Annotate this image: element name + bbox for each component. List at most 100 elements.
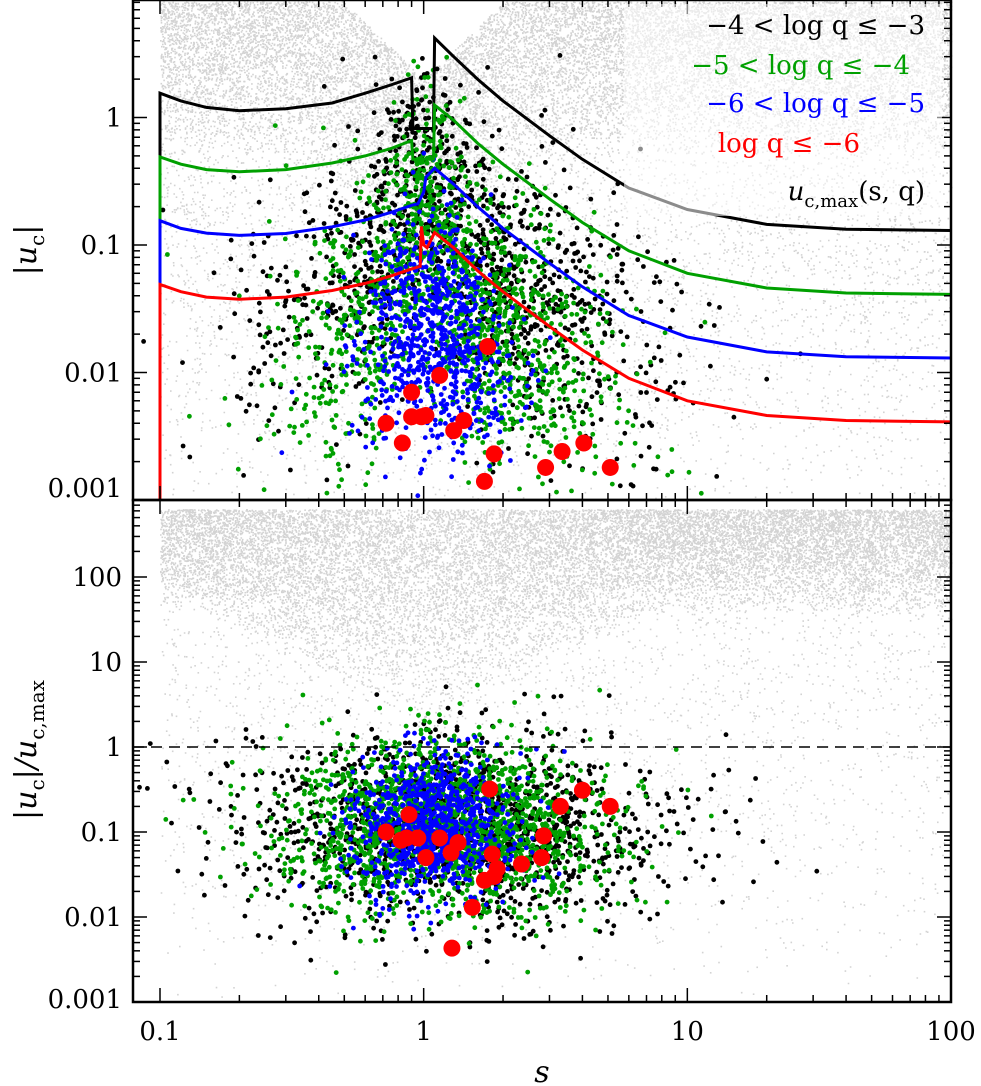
black-series-point <box>610 247 616 253</box>
green-series-point <box>288 406 294 412</box>
black-series-point <box>278 924 283 930</box>
green-series-point <box>541 424 547 429</box>
black-series-point <box>644 390 649 395</box>
green-series-point <box>327 325 332 331</box>
black-series-point <box>344 203 350 209</box>
blue-series-point <box>403 248 409 254</box>
green-series-point <box>579 420 585 425</box>
green-series-point <box>374 235 380 241</box>
blue-series-point <box>382 243 388 249</box>
green-series-point <box>465 214 471 220</box>
black-series-point <box>556 843 562 849</box>
blue-series-point <box>422 435 428 440</box>
green-series-point <box>339 477 344 483</box>
green-series-point <box>367 199 373 204</box>
black-series-point <box>371 110 377 116</box>
black-series-point <box>465 404 470 409</box>
black-series-point <box>228 256 234 262</box>
green-series-point <box>506 214 512 220</box>
green-series-point <box>324 490 330 496</box>
black-series-point <box>345 463 351 469</box>
black-series-point <box>586 768 592 773</box>
black-series-point <box>630 811 635 817</box>
black-series-point <box>489 133 495 139</box>
blue-series-point <box>377 346 382 351</box>
black-series-point <box>366 266 372 271</box>
green-series-point <box>269 412 275 418</box>
black-series-point <box>708 786 714 792</box>
green-series-point <box>506 410 512 415</box>
blue-series-point <box>465 390 470 396</box>
green-series-point <box>258 436 263 442</box>
black-series-point <box>349 891 354 897</box>
black-series-point <box>489 222 494 228</box>
green-series-point <box>347 217 353 222</box>
blue-series-point <box>450 389 456 394</box>
black-series-point <box>565 763 571 769</box>
black-series-point <box>698 323 704 329</box>
green-series-point <box>423 94 429 100</box>
green-series-point <box>462 201 467 207</box>
green-series-point <box>282 236 288 242</box>
black-series-point <box>493 187 499 193</box>
green-series-point <box>348 298 354 304</box>
green-series-point <box>281 364 287 369</box>
green-series-point <box>434 184 439 190</box>
black-series-point <box>377 263 383 269</box>
black-series-point <box>479 710 485 716</box>
blue-series-point <box>430 346 436 352</box>
black-series-point <box>333 783 339 789</box>
black-series-point <box>433 727 438 733</box>
green-series-point <box>514 393 520 398</box>
blue-series-point <box>430 206 436 212</box>
black-series-point <box>661 879 667 884</box>
green-series-point <box>501 370 506 376</box>
green-series-point <box>451 223 457 228</box>
blue-series-point <box>491 390 496 395</box>
blue-series-point <box>425 316 431 322</box>
black-series-point <box>667 841 672 847</box>
blue-series-point <box>344 363 350 369</box>
green-series-point <box>369 461 375 467</box>
green-series-point <box>500 213 506 219</box>
black-series-point <box>485 246 491 252</box>
green-series-point <box>367 370 373 376</box>
black-series-point <box>391 279 396 284</box>
green-series-point <box>363 433 369 439</box>
green-series-point <box>467 221 472 227</box>
black-series-point <box>484 928 490 933</box>
black-series-point <box>407 740 412 746</box>
blue-series-point <box>462 360 467 366</box>
black-series-point <box>509 914 514 920</box>
green-series-point <box>571 418 577 424</box>
blue-series-point <box>389 226 395 232</box>
black-series-point <box>324 254 329 260</box>
black-series-point <box>600 301 606 307</box>
black-series-point <box>591 368 596 374</box>
green-series-point <box>527 268 533 274</box>
black-series-point <box>353 384 359 389</box>
green-series-point <box>400 259 406 265</box>
black-series-point <box>279 773 284 779</box>
black-series-point <box>529 433 534 439</box>
black-series-point <box>461 141 467 146</box>
black-series-point <box>432 175 438 181</box>
black-series-point <box>383 157 389 162</box>
blue-series-point <box>486 390 492 396</box>
blue-series-point <box>535 378 541 383</box>
black-series-point <box>314 919 320 925</box>
black-series-point <box>147 741 153 746</box>
black-series-point <box>283 297 289 303</box>
black-series-point <box>248 370 254 376</box>
black-series-point <box>611 298 617 304</box>
blue-series-point <box>452 374 458 380</box>
black-series-point <box>589 394 595 400</box>
green-series-point <box>526 351 532 357</box>
green-series-point <box>370 426 376 431</box>
black-series-point <box>238 396 244 401</box>
black-series-point <box>476 237 482 243</box>
black-series-point <box>557 860 562 866</box>
green-series-point <box>533 372 538 378</box>
green-series-point <box>359 302 365 308</box>
blue-series-point <box>476 381 481 387</box>
